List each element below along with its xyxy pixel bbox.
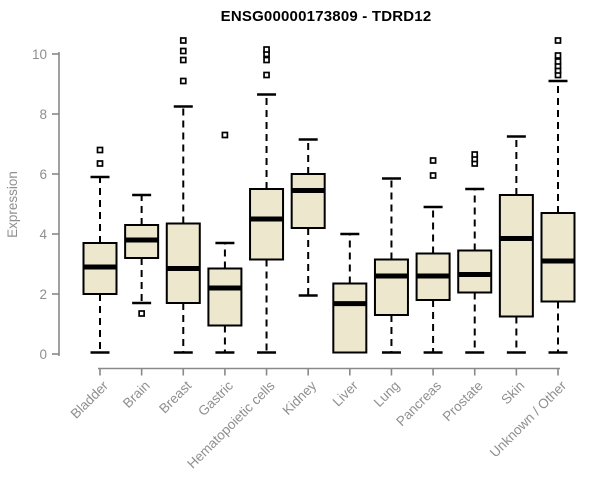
- outlier-point: [554, 58, 562, 65]
- outlier-point: [429, 157, 437, 164]
- box-group-skin: [498, 135, 534, 354]
- box-rect: [207, 267, 243, 327]
- outlier-point: [263, 71, 270, 79]
- outlier-point: [471, 151, 479, 158]
- box-group-prostate: [457, 151, 493, 354]
- box-group-breast: [165, 37, 201, 354]
- outlier-point: [221, 131, 229, 139]
- x-tick-label-pancreas: Pancreas: [393, 378, 444, 429]
- outlier-point: [96, 146, 104, 154]
- y-tick-label: 6: [39, 167, 47, 182]
- box-group-hematopoietic-cells: [249, 46, 285, 354]
- outlier-point: [554, 52, 562, 59]
- x-tick-label-bladder: Bladder: [68, 378, 112, 422]
- y-tick-label: 2: [39, 287, 47, 302]
- x-tick-label-brain: Brain: [120, 378, 153, 411]
- box-rect: [249, 188, 285, 261]
- y-tick-label: 8: [39, 107, 47, 122]
- x-tick-label-kidney: Kidney: [280, 378, 320, 418]
- box-group-pancreas: [415, 157, 451, 354]
- box-rect: [373, 258, 409, 316]
- box-group-gastric: [207, 131, 243, 354]
- box-group-bladder: [82, 146, 118, 354]
- outlier-point: [179, 56, 187, 64]
- y-tick-label: 0: [39, 347, 47, 362]
- box-rect: [332, 282, 368, 354]
- x-tick-label-gastric: Gastric: [195, 378, 236, 419]
- x-tick-label-prostate: Prostate: [440, 378, 486, 424]
- box-group-liver: [332, 232, 368, 354]
- outlier-point: [179, 37, 187, 44]
- outlier-point: [138, 310, 145, 317]
- y-tick-label: 10: [32, 47, 47, 62]
- box-group-brain: [124, 193, 160, 317]
- outlier-point: [179, 47, 187, 55]
- y-tick-label: 4: [39, 227, 47, 242]
- outlier-point: [429, 172, 437, 179]
- chart-title: ENSG00000173809 - TDRD12: [220, 8, 432, 25]
- box-rect: [457, 249, 493, 294]
- x-tick-label-unknown-other: Unknown / Other: [487, 378, 570, 461]
- outlier-point: [96, 160, 104, 167]
- box-rect: [498, 194, 534, 318]
- x-tick-label-skin: Skin: [498, 378, 527, 407]
- outlier-point: [179, 77, 187, 85]
- box-group-kidney: [290, 138, 326, 297]
- box-group-lung: [373, 177, 409, 354]
- box-group-unknown-other: [540, 37, 576, 354]
- x-tick-label-breast: Breast: [156, 378, 194, 416]
- x-tick-label-lung: Lung: [371, 378, 403, 410]
- box-rect: [290, 173, 326, 229]
- x-tick-label-liver: Liver: [330, 378, 362, 410]
- y-axis: 0 2 4 6 8 10: [32, 47, 60, 362]
- box-rect: [540, 212, 576, 303]
- box-rect: [165, 222, 201, 304]
- outlier-point: [263, 56, 270, 64]
- outlier-point: [554, 37, 562, 44]
- outlier-point: [263, 46, 270, 53]
